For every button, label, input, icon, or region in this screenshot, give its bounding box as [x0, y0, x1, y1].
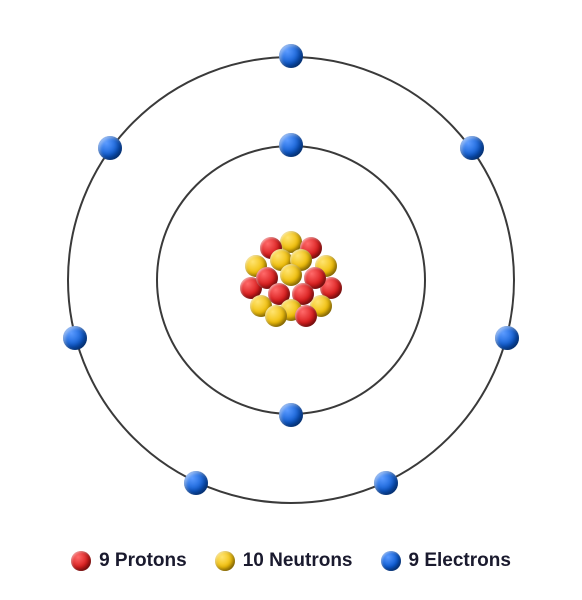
legend: 9 Protons 10 Neutrons 9 Electrons — [0, 550, 582, 572]
neutron-icon — [215, 551, 235, 571]
electron-icon — [381, 551, 401, 571]
legend-item-neutron: 10 Neutrons — [215, 550, 353, 572]
electron — [495, 326, 519, 350]
legend-item-proton: 9 Protons — [71, 550, 187, 572]
legend-label: 9 Electrons — [409, 550, 511, 572]
electron — [63, 326, 87, 350]
legend-item-electron: 9 Electrons — [381, 550, 511, 572]
electron — [374, 471, 398, 495]
electron — [184, 471, 208, 495]
proton — [295, 305, 317, 327]
legend-label: 10 Neutrons — [243, 550, 353, 572]
electron — [279, 44, 303, 68]
proton-icon — [71, 551, 91, 571]
electron — [460, 136, 484, 160]
electron — [98, 136, 122, 160]
neutron — [265, 305, 287, 327]
legend-label: 9 Protons — [99, 550, 187, 572]
